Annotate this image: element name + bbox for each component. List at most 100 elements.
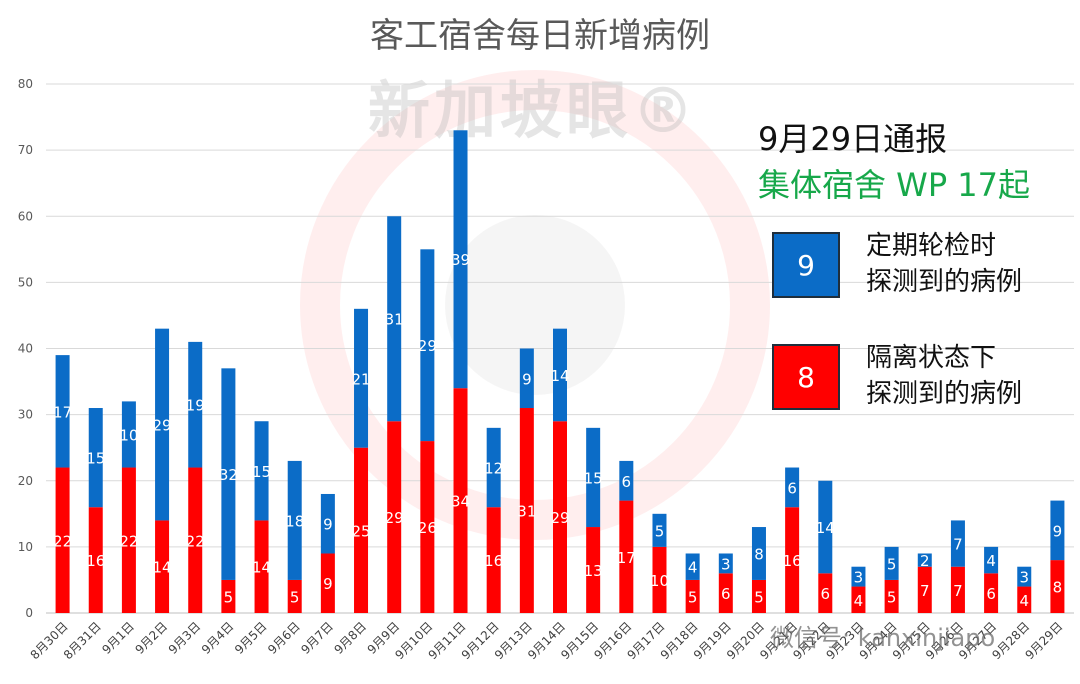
x-tick-label: 9月6日 <box>265 619 303 657</box>
bar-segment <box>519 408 534 613</box>
bar-segment <box>519 348 534 409</box>
bar-segment <box>851 566 866 587</box>
x-tick-label: 9月8日 <box>331 619 369 657</box>
y-tick-label: 30 <box>18 408 33 422</box>
bar-segment <box>354 447 369 613</box>
bar-value-label: 5 <box>224 588 234 606</box>
bar-value-label: 15 <box>252 463 271 481</box>
bar-segment <box>818 573 833 613</box>
bar-segment <box>950 566 965 613</box>
x-axis-ticks: 8月30日8月31日9月1日9月2日9月3日9月4日9月5日9月6日9月7日9月… <box>28 619 1066 662</box>
bar-segment <box>685 553 700 580</box>
y-tick-label: 20 <box>18 474 33 488</box>
bar-value-label: 16 <box>86 552 105 570</box>
bar-segment <box>254 520 269 613</box>
bar-segment <box>619 500 634 613</box>
bar-value-label: 14 <box>550 367 569 385</box>
bar-value-label: 9 <box>522 370 532 388</box>
bar-segment <box>586 427 601 528</box>
bar-value-label: 29 <box>385 509 404 527</box>
bar-value-label: 21 <box>351 370 370 388</box>
bar-segment <box>354 308 369 448</box>
bar-value-label: 31 <box>517 503 536 521</box>
bar-segment <box>818 480 833 574</box>
bar-segment <box>652 546 667 613</box>
bar-value-label: 14 <box>153 559 172 577</box>
bar-segment <box>188 467 203 613</box>
bar-value-label: 10 <box>119 426 138 444</box>
bar-segment <box>486 427 501 508</box>
bar-value-label: 25 <box>351 522 370 540</box>
bar-segment <box>155 328 170 521</box>
bar-segment <box>420 249 435 442</box>
legend-label-quarantine: 隔离状态下 探测到的病例 <box>866 340 1022 412</box>
bar-segment <box>785 507 800 613</box>
bar-value-label: 22 <box>186 532 205 550</box>
bar-value-label: 6 <box>787 479 797 497</box>
bar-segment <box>486 507 501 613</box>
bar-segment <box>287 579 302 613</box>
bar-segment <box>619 460 634 501</box>
bar-value-label: 5 <box>887 555 897 573</box>
bar-value-label: 7 <box>953 582 963 600</box>
bar-segment <box>155 520 170 613</box>
bar-segment <box>1017 586 1032 613</box>
bar-value-label: 4 <box>1019 592 1029 610</box>
bar-segment <box>718 573 733 613</box>
x-tick-label: 9月1日 <box>99 619 137 657</box>
bar-segment <box>1050 560 1065 613</box>
bar-segment <box>55 355 70 468</box>
x-tick-label: 9月5日 <box>232 619 270 657</box>
bar-value-label: 10 <box>650 572 669 590</box>
x-tick-label: 9月4日 <box>199 619 237 657</box>
notice-title: 9月29日通报 <box>758 120 948 158</box>
bar-value-label: 16 <box>783 552 802 570</box>
bar-value-label: 7 <box>920 582 930 600</box>
y-tick-label: 0 <box>25 606 33 620</box>
legend-label-quarantine-line2: 探测到的病例 <box>866 379 1023 409</box>
y-axis-ticks: 0 10 20 30 40 50 60 70 80 <box>18 77 33 620</box>
bar-value-label: 3 <box>721 555 731 573</box>
legend-label-routine-line2: 探测到的病例 <box>866 267 1023 297</box>
bar-value-label: 9 <box>323 516 333 534</box>
bar-value-label: 4 <box>854 592 864 610</box>
y-tick-label: 60 <box>18 209 33 223</box>
chart-title: 客工宿舍每日新增病例 <box>370 16 710 56</box>
bar-segment <box>188 341 203 468</box>
x-tick-label: 9月3日 <box>166 619 204 657</box>
bar-segment <box>453 388 468 613</box>
bar-segment <box>884 546 899 580</box>
legend-count-routine: 9 <box>772 232 840 298</box>
bar-value-label: 3 <box>854 569 864 587</box>
bar-value-label: 8 <box>754 545 764 563</box>
bar-value-label: 7 <box>953 536 963 554</box>
y-tick-label: 80 <box>18 77 33 91</box>
bar-segment <box>553 421 567 613</box>
bar-value-label: 4 <box>986 552 996 570</box>
bar-value-label: 17 <box>617 549 636 567</box>
bar-value-label: 34 <box>451 493 470 511</box>
bar-value-label: 4 <box>688 559 698 577</box>
bar-segment <box>55 467 70 613</box>
bar-segment <box>785 467 800 508</box>
bar-value-label: 5 <box>655 522 665 540</box>
legend-label-routine-line1: 定期轮检时 <box>866 231 997 261</box>
bar-value-label: 5 <box>290 588 300 606</box>
bar-value-label: 19 <box>186 397 205 415</box>
bar-value-label: 9 <box>323 575 333 593</box>
bar-segment <box>121 467 136 613</box>
bar-value-label: 32 <box>219 466 238 484</box>
bar-segment <box>917 566 932 613</box>
bar-segment <box>88 507 103 613</box>
bar-value-label: 15 <box>584 469 603 487</box>
bar-value-label: 5 <box>754 588 764 606</box>
bar-value-label: 22 <box>119 532 138 550</box>
bar-value-label: 26 <box>418 519 437 537</box>
bar-segment <box>320 493 335 554</box>
bar-value-label: 17 <box>53 403 72 421</box>
bar-segment <box>88 408 103 508</box>
bar-value-label: 13 <box>584 562 603 580</box>
bar-value-label: 29 <box>418 337 437 355</box>
bar-segment <box>652 513 667 547</box>
